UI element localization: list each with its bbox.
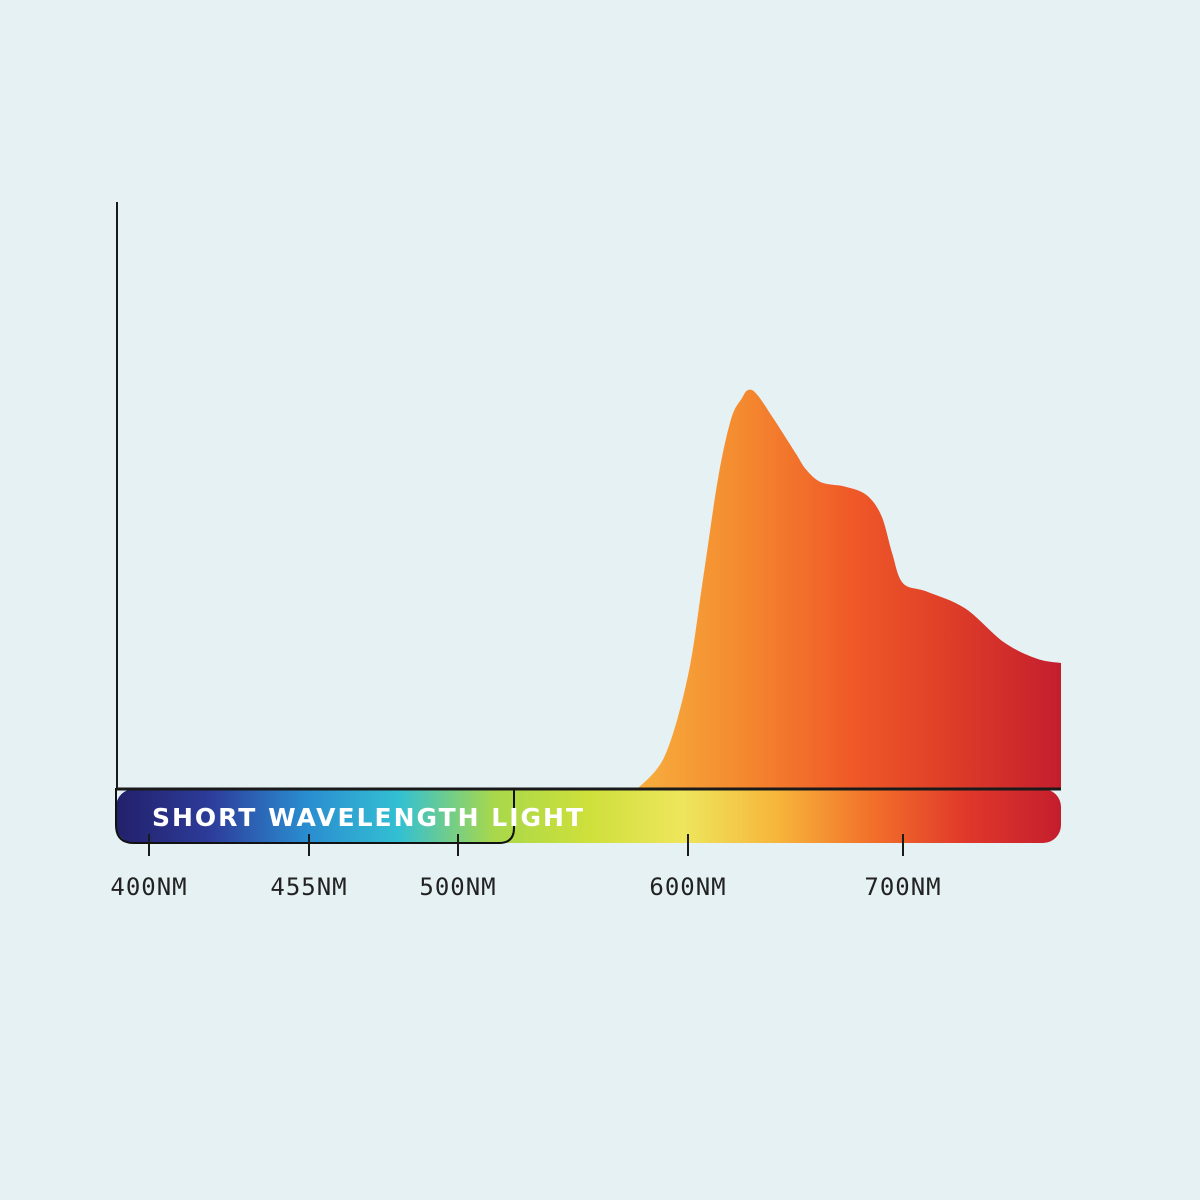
x-tick-label-500: 500NM (419, 873, 496, 901)
short-wavelength-label: SHORT WAVELENGTH LIGHT (152, 803, 585, 832)
x-tick-label-600: 600NM (649, 873, 726, 901)
x-tick-label-455: 455NM (270, 873, 347, 901)
x-tick-label-400: 400NM (110, 873, 187, 901)
spectrum-color-band (116, 789, 1061, 843)
x-tick-label-700: 700NM (864, 873, 941, 901)
short-wavelength-band (115, 788, 515, 844)
emission-curve (637, 389, 1061, 789)
x-axis-ticks: 400NM 455NM 500NM 600NM 700NM (110, 834, 941, 901)
